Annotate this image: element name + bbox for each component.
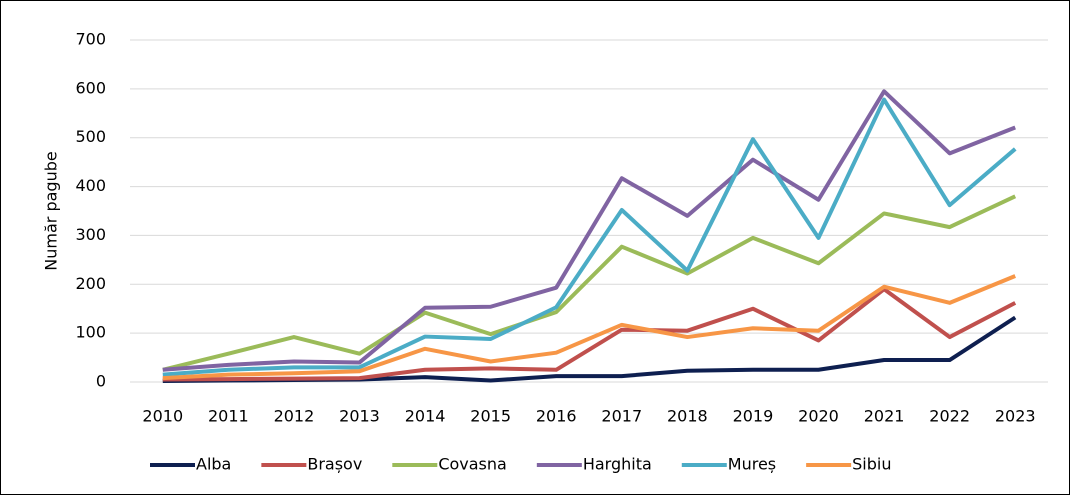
y-tick-label: 400 [75,176,106,195]
series-line [162,287,1017,382]
x-tick-label: 2016 [536,407,577,426]
y-tick-label: 100 [75,323,106,342]
y-axis-label: Număr pagube [42,151,61,270]
x-tick-label: 2022 [929,407,970,426]
y-tick-label: 700 [75,30,106,49]
x-tick-label: 2019 [733,407,774,426]
x-tick-label: 2010 [142,407,183,426]
x-tick-label: 2018 [667,407,708,426]
y-tick-label: 300 [75,225,106,244]
y-tick-label: 200 [75,274,106,293]
series-line [162,97,1017,377]
y-tick-label: 500 [75,127,106,146]
x-tick-label: 2011 [208,407,249,426]
legend-label: Brașov [307,455,362,474]
legend-label: Harghita [583,455,652,474]
x-tick-label: 2023 [995,407,1036,426]
x-tick-label: 2017 [601,407,642,426]
x-tick-label: 2021 [864,407,905,426]
y-tick-label: 0 [96,372,106,391]
x-tick-label: 2012 [274,407,315,426]
legend-label: Mureș [728,455,776,474]
x-tick-label: 2014 [405,407,446,426]
y-tick-label: 600 [75,78,106,97]
x-tick-label: 2013 [339,407,380,426]
legend-label: Alba [196,455,231,474]
x-tick-label: 2020 [798,407,839,426]
series-line [162,89,1016,372]
legend-label: Covasna [438,455,507,474]
legend-label: Sibiu [852,455,891,474]
series-line [162,274,1016,381]
x-tick-label: 2015 [470,407,511,426]
series-line [162,194,1017,372]
